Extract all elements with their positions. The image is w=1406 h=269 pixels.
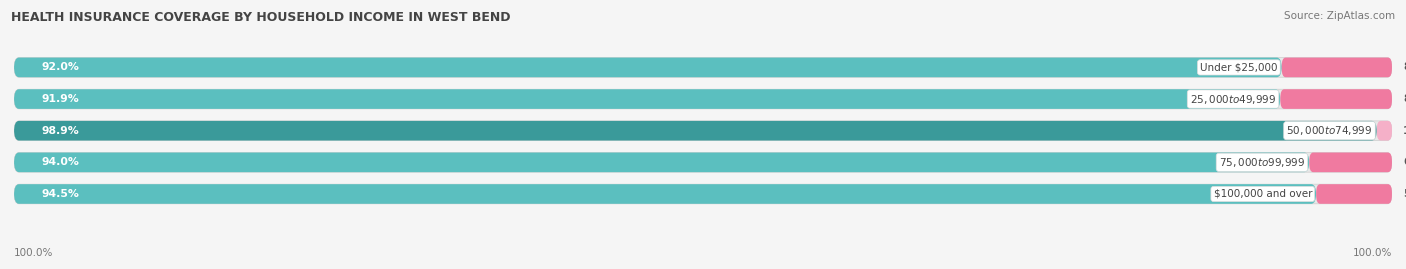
FancyBboxPatch shape [14,153,1392,172]
Text: $100,000 and over: $100,000 and over [1213,189,1312,199]
Text: 94.5%: 94.5% [42,189,80,199]
FancyBboxPatch shape [14,184,1316,204]
Text: 8.0%: 8.0% [1403,62,1406,72]
FancyBboxPatch shape [14,58,1282,77]
FancyBboxPatch shape [14,153,1309,172]
Text: HEALTH INSURANCE COVERAGE BY HOUSEHOLD INCOME IN WEST BEND: HEALTH INSURANCE COVERAGE BY HOUSEHOLD I… [11,11,510,24]
FancyBboxPatch shape [1376,121,1392,140]
FancyBboxPatch shape [1282,58,1392,77]
FancyBboxPatch shape [1309,153,1392,172]
FancyBboxPatch shape [14,121,1376,140]
Text: 6.0%: 6.0% [1403,157,1406,167]
Text: 100.0%: 100.0% [14,248,53,258]
Text: 98.9%: 98.9% [42,126,79,136]
FancyBboxPatch shape [14,184,1392,204]
Text: 92.0%: 92.0% [42,62,80,72]
Text: 8.1%: 8.1% [1403,94,1406,104]
Text: $25,000 to $49,999: $25,000 to $49,999 [1189,93,1277,105]
Text: $50,000 to $74,999: $50,000 to $74,999 [1286,124,1372,137]
Text: 5.5%: 5.5% [1403,189,1406,199]
Text: 91.9%: 91.9% [42,94,79,104]
FancyBboxPatch shape [14,89,1392,109]
Text: Under $25,000: Under $25,000 [1201,62,1278,72]
FancyBboxPatch shape [1316,184,1392,204]
Text: 94.0%: 94.0% [42,157,80,167]
FancyBboxPatch shape [14,58,1392,77]
FancyBboxPatch shape [14,121,1392,140]
Text: $75,000 to $99,999: $75,000 to $99,999 [1219,156,1305,169]
FancyBboxPatch shape [1281,89,1392,109]
Text: Source: ZipAtlas.com: Source: ZipAtlas.com [1284,11,1395,21]
Text: 1.1%: 1.1% [1403,126,1406,136]
Text: 100.0%: 100.0% [1353,248,1392,258]
FancyBboxPatch shape [14,89,1281,109]
